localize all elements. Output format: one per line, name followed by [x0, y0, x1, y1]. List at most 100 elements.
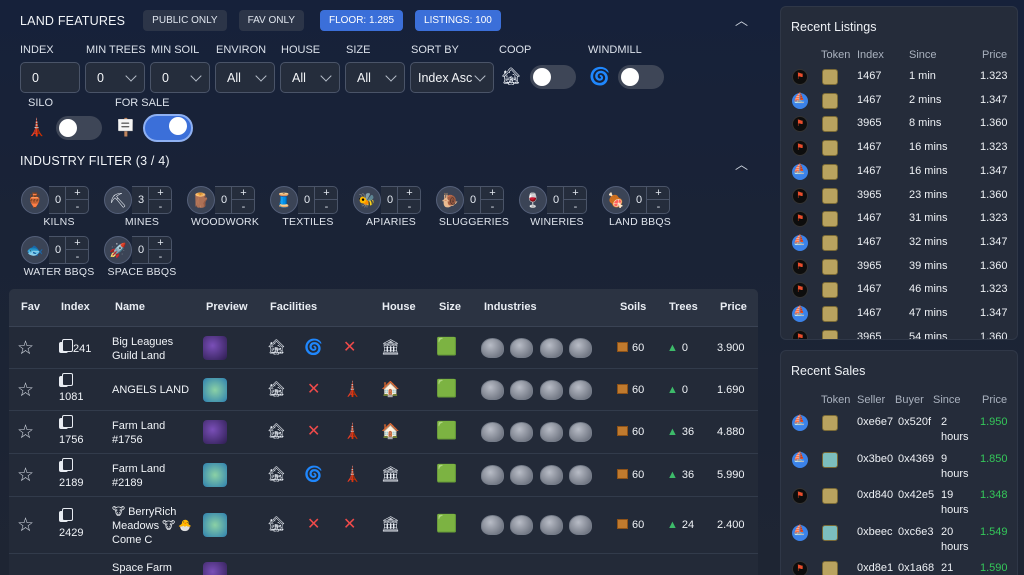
increment-button[interactable]: +	[66, 236, 89, 250]
index-input[interactable]: 0	[20, 62, 80, 93]
size-select[interactable]: All	[345, 62, 405, 93]
listing-row[interactable]: 1467 16 mins 1.347	[781, 163, 1017, 188]
chevron-up-icon[interactable]: ︿	[734, 157, 748, 172]
col-index[interactable]: Index	[61, 301, 90, 313]
sale-row[interactable]: 0xd8e1 0x1a68 21 1.590	[781, 559, 1017, 575]
decrement-button[interactable]: -	[241, 201, 246, 213]
sale-buyer[interactable]: 0x4369	[898, 452, 935, 465]
table-row[interactable]: ☆ 2189 Farm Land #2189 🏚 🌀 🗼 🏛 🟩 60 ▲ 36 …	[9, 454, 758, 497]
fav-only-button[interactable]: FAV ONLY	[238, 10, 304, 31]
coop-toggle[interactable]	[530, 65, 576, 89]
star-outline-icon[interactable]: ☆	[17, 465, 35, 486]
increment-button[interactable]: +	[647, 186, 670, 200]
land-preview-thumbnail[interactable]	[203, 378, 227, 402]
land-preview-thumbnail[interactable]	[203, 513, 227, 537]
increment-button[interactable]: +	[149, 236, 172, 250]
increment-button[interactable]: +	[481, 186, 504, 200]
sale-buyer[interactable]: 0x520f	[898, 416, 932, 428]
space-bbqs-value[interactable]: 0	[132, 236, 172, 264]
row-name[interactable]: Farm Land #2189	[112, 463, 166, 489]
listing-row[interactable]: 3965 8 mins 1.360	[781, 116, 1017, 140]
copy-icon[interactable]	[59, 373, 73, 387]
apiaries-value[interactable]: 0	[381, 186, 421, 214]
row-name[interactable]: ANGELS LAND	[112, 384, 190, 396]
decrement-button[interactable]: -	[75, 251, 80, 263]
sale-seller[interactable]: 0xd8e1	[857, 562, 894, 574]
row-name[interactable]: Space Farm	[112, 562, 172, 574]
listing-row[interactable]: 1467 47 mins 1.347	[781, 306, 1017, 330]
row-name[interactable]: Big Leagues Guild Land	[112, 336, 174, 362]
listing-row[interactable]: 3965 39 mins 1.360	[781, 258, 1017, 283]
silo-toggle[interactable]	[56, 116, 102, 140]
land-preview-thumbnail[interactable]	[203, 463, 227, 487]
table-row[interactable]: ☆ 2429 🐮 BerryRich Meadows 🐮 🐣 Come C 🏚 …	[9, 497, 758, 554]
textiles-value[interactable]: 0	[298, 186, 338, 214]
decrement-button[interactable]: -	[407, 201, 412, 213]
copy-icon[interactable]	[59, 339, 73, 353]
house-select[interactable]: All	[280, 62, 340, 93]
decrement-button[interactable]: -	[75, 201, 80, 213]
mines-value[interactable]: 3	[132, 186, 172, 214]
kilns-value[interactable]: 0	[49, 186, 89, 214]
woodwork-value[interactable]: 0	[215, 186, 255, 214]
sale-buyer[interactable]: 0xc6e3	[898, 525, 934, 538]
increment-button[interactable]: +	[232, 186, 255, 200]
land-bbqs-value[interactable]: 0	[630, 186, 670, 214]
sale-buyer[interactable]: 0x42e5	[898, 489, 935, 501]
sale-row[interactable]: 0xd840 0x42e5 19 hours 1.348	[781, 486, 1017, 520]
copy-icon[interactable]	[59, 415, 73, 429]
copy-icon[interactable]	[59, 508, 73, 522]
for-sale-toggle[interactable]	[143, 114, 193, 142]
decrement-button[interactable]: -	[490, 201, 495, 213]
water-bbqs-value[interactable]: 0	[49, 236, 89, 264]
public-only-button[interactable]: PUBLIC ONLY	[143, 10, 227, 31]
listing-row[interactable]: 1467 31 mins 1.323	[781, 211, 1017, 235]
sale-row[interactable]: 0xbeec 0xc6e3 20 hours 1.549	[781, 523, 1017, 557]
star-outline-icon[interactable]: ☆	[17, 515, 35, 536]
col-soils[interactable]: Soils	[620, 301, 647, 313]
environ-select[interactable]: All	[215, 62, 275, 93]
listing-row[interactable]: 1467 2 mins 1.347	[781, 92, 1017, 117]
increment-button[interactable]: +	[564, 186, 587, 200]
table-row[interactable]: ☆ 1756 Farm Land #1756 🏚 ✕ 🗼 🏠 🟩 60 ▲ 36 …	[9, 411, 758, 454]
col-fav[interactable]: Fav	[21, 301, 40, 313]
col-trees[interactable]: Trees	[669, 301, 698, 313]
table-row[interactable]: Space Farm	[9, 554, 758, 575]
decrement-button[interactable]: -	[158, 251, 163, 263]
increment-button[interactable]: +	[149, 186, 172, 200]
star-outline-icon[interactable]: ☆	[17, 338, 35, 359]
decrement-button[interactable]: -	[573, 201, 578, 213]
sale-seller[interactable]: 0xbeec	[857, 525, 893, 538]
decrement-button[interactable]: -	[656, 201, 661, 213]
sale-seller[interactable]: 0x3be0	[857, 452, 894, 465]
listing-row[interactable]: 1467 16 mins 1.323	[781, 140, 1017, 164]
chevron-up-icon[interactable]: ︿	[734, 13, 748, 28]
listing-row[interactable]: 1467 1 min 1.323	[781, 69, 1017, 93]
sluggeries-value[interactable]: 0	[464, 186, 504, 214]
star-outline-icon[interactable]: ☆	[17, 380, 35, 401]
sale-buyer[interactable]: 0x1a68	[898, 562, 935, 574]
sale-seller[interactable]: 0xe6e7	[857, 416, 894, 428]
sale-row[interactable]: 0x3be0 0x4369 9 hours 1.850	[781, 450, 1017, 484]
land-preview-thumbnail[interactable]	[203, 336, 227, 360]
min-soil-select[interactable]: 0	[150, 62, 210, 93]
star-outline-icon[interactable]: ☆	[17, 422, 35, 443]
land-preview-thumbnail[interactable]	[203, 420, 227, 444]
windmill-toggle[interactable]	[618, 65, 664, 89]
increment-button[interactable]: +	[398, 186, 421, 200]
listing-row[interactable]: 1467 46 mins 1.323	[781, 282, 1017, 306]
increment-button[interactable]: +	[315, 186, 338, 200]
listing-row[interactable]: 3965 23 mins 1.360	[781, 187, 1017, 212]
listing-row[interactable]: 1467 32 mins 1.347	[781, 234, 1017, 259]
copy-icon[interactable]	[59, 458, 73, 472]
wineries-value[interactable]: 0	[547, 186, 587, 214]
min-trees-select[interactable]: 0	[85, 62, 145, 93]
row-name[interactable]: Farm Land #1756	[112, 420, 166, 446]
table-row[interactable]: ☆ 1081 ANGELS LAND 🏚 ✕ 🗼 🏠 🟩 60 ▲ 0 1.690	[9, 369, 758, 411]
row-name[interactable]: 🐮 BerryRich Meadows 🐮 🐣 Come C	[112, 506, 192, 546]
sale-seller[interactable]: 0xd840	[857, 489, 894, 501]
sort-by-select[interactable]: Index Asc	[410, 62, 494, 93]
increment-button[interactable]: +	[66, 186, 89, 200]
col-name[interactable]: Name	[115, 301, 145, 313]
col-price[interactable]: Price	[720, 301, 747, 313]
